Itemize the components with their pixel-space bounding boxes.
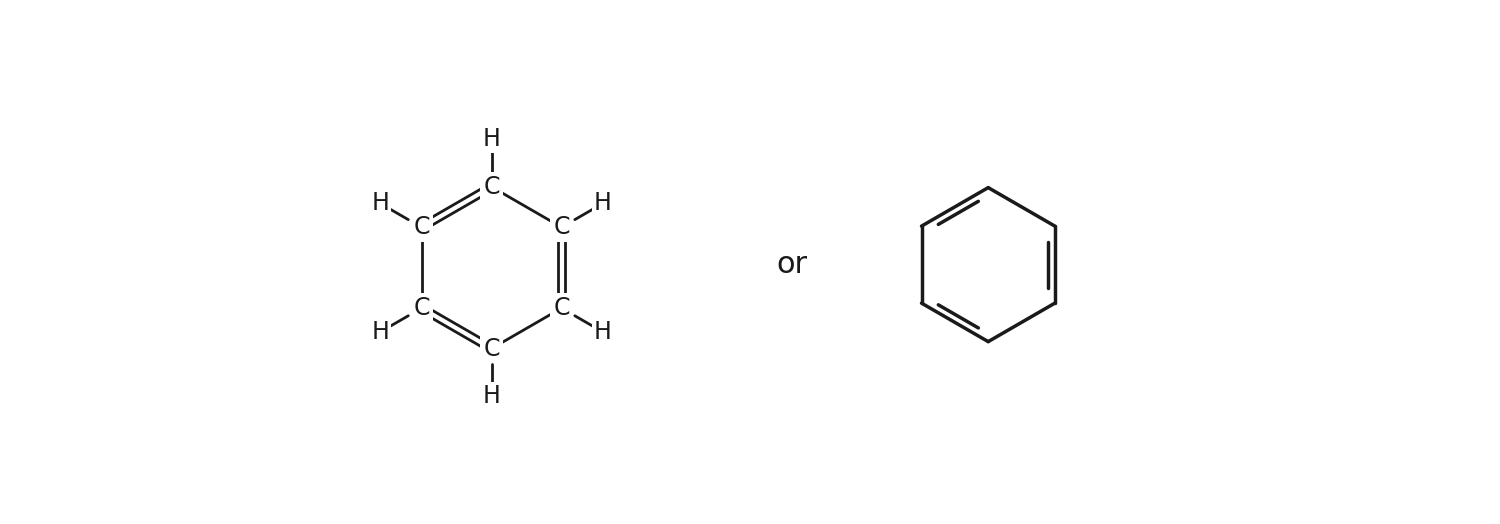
Text: H: H [372, 320, 388, 344]
Text: C: C [554, 296, 570, 320]
Text: C: C [414, 296, 430, 320]
Text: H: H [483, 384, 501, 408]
Text: H: H [594, 191, 612, 215]
Text: C: C [483, 336, 500, 361]
Text: H: H [372, 191, 388, 215]
Text: H: H [483, 127, 501, 151]
Text: C: C [483, 175, 500, 199]
Text: C: C [554, 215, 570, 239]
Text: H: H [594, 320, 612, 344]
Text: or: or [777, 250, 807, 279]
Text: C: C [414, 215, 430, 239]
